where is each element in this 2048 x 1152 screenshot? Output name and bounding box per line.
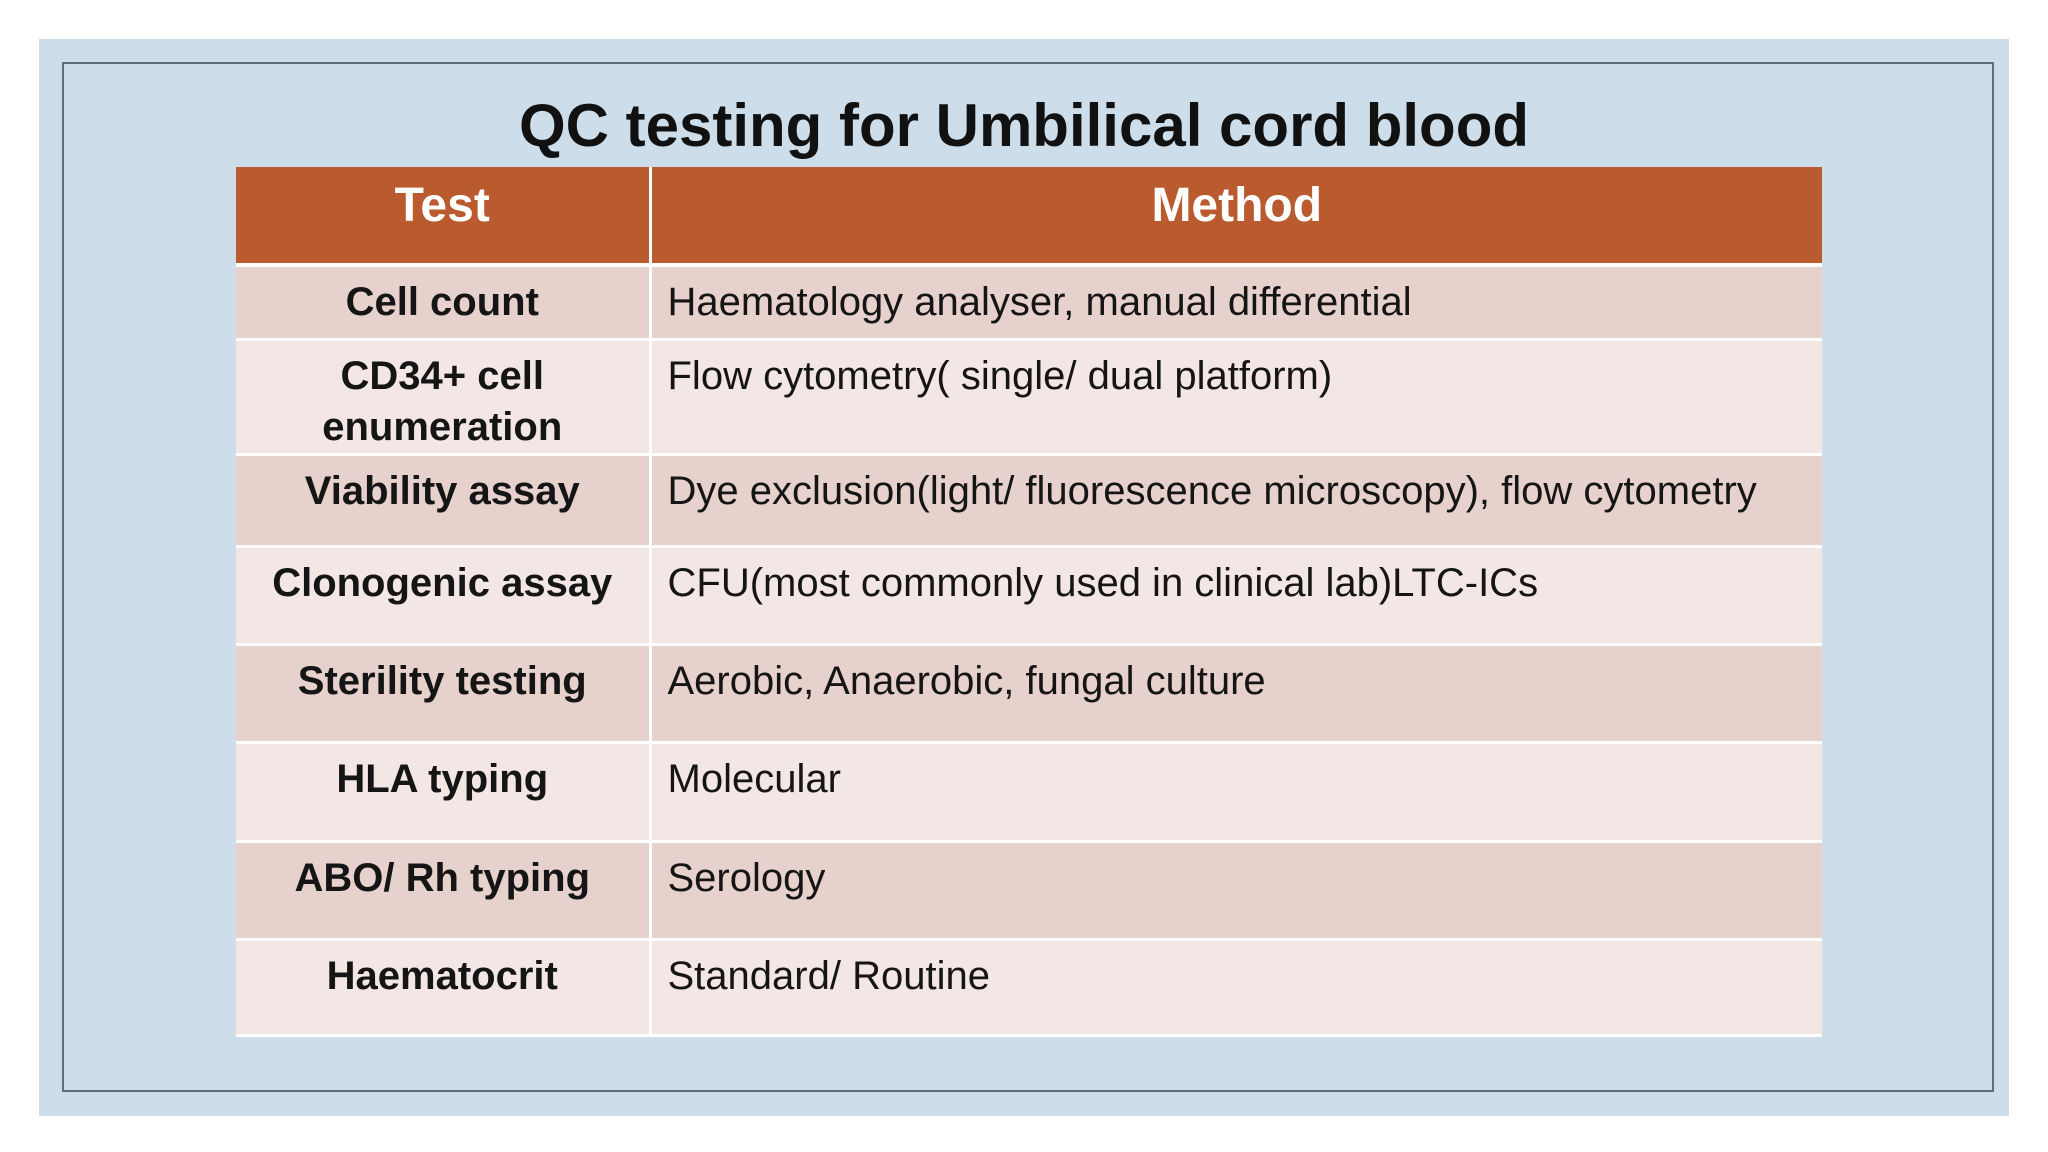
qc-testing-table: Test Method Cell count Haematology analy… [236, 167, 1822, 1037]
method-cell: Serology [650, 841, 1822, 941]
method-cell: CFU(most commonly used in clinical lab)L… [650, 546, 1822, 646]
table-header-row: Test Method [236, 167, 1822, 267]
test-cell: HLA typing [236, 742, 652, 843]
table-row: Clonogenic assay CFU(most commonly used … [236, 546, 1822, 646]
table-row: Sterility testing Aerobic, Anaerobic, fu… [236, 644, 1822, 744]
test-cell: Haematocrit [236, 939, 652, 1037]
table-row: CD34+ cell enumeration Flow cytometry( s… [236, 339, 1822, 456]
test-cell: Clonogenic assay [236, 546, 652, 646]
table-row: Haematocrit Standard/ Routine [236, 939, 1822, 1037]
test-cell: Cell count [236, 265, 652, 341]
header-method: Method [650, 167, 1822, 267]
table-row: Cell count Haematology analyser, manual … [236, 265, 1822, 341]
method-cell: Dye exclusion(light/ fluorescence micros… [650, 454, 1822, 548]
test-cell: CD34+ cell enumeration [236, 339, 652, 456]
method-cell: Aerobic, Anaerobic, fungal culture [650, 644, 1822, 744]
header-test: Test [236, 167, 652, 267]
test-cell: Sterility testing [236, 644, 652, 744]
method-cell: Molecular [650, 742, 1822, 843]
method-cell: Flow cytometry( single/ dual platform) [650, 339, 1822, 456]
table-row: Viability assay Dye exclusion(light/ flu… [236, 454, 1822, 548]
table-row: HLA typing Molecular [236, 742, 1822, 843]
method-cell: Haematology analyser, manual differentia… [650, 265, 1822, 341]
test-cell: ABO/ Rh typing [236, 841, 652, 941]
table-row: ABO/ Rh typing Serology [236, 841, 1822, 941]
slide-title: QC testing for Umbilical cord blood [518, 92, 1530, 159]
slide-frame [62, 62, 1994, 1092]
method-cell: Standard/ Routine [650, 939, 1822, 1037]
test-cell: Viability assay [236, 454, 652, 548]
